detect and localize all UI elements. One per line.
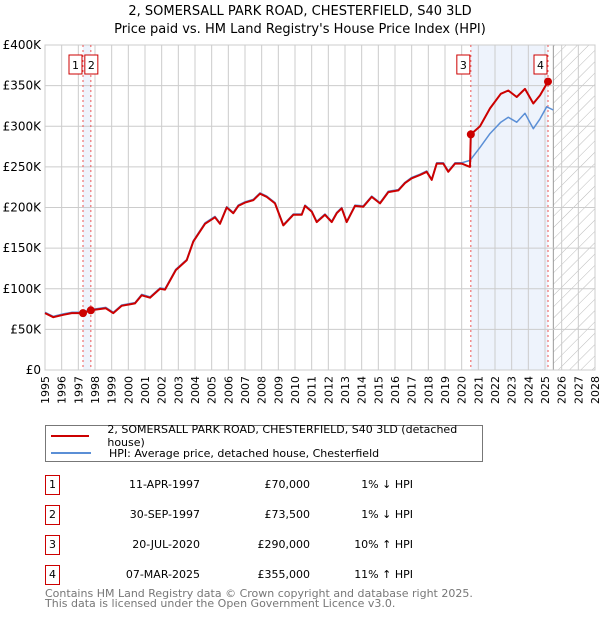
sale-number: 1 bbox=[45, 475, 60, 495]
y-tick-label: £350K bbox=[3, 79, 43, 93]
sale-marker-box-1 bbox=[68, 54, 83, 75]
x-tick-label: 2023 bbox=[506, 376, 519, 404]
plot-border bbox=[44, 44, 596, 371]
x-tick-label: 2014 bbox=[356, 376, 369, 404]
legend-swatch-blue bbox=[51, 452, 91, 454]
x-tick-label: 2026 bbox=[556, 376, 569, 404]
x-tick-label: 1995 bbox=[39, 376, 52, 404]
sale-row: 3 20-JUL-2020 £290,000 10% ↑ HPI bbox=[45, 535, 505, 555]
x-tick-label: 2019 bbox=[439, 376, 452, 404]
x-tick-label: 2017 bbox=[406, 376, 419, 404]
title-line-1: 2, SOMERSALL PARK ROAD, CHESTERFIELD, S4… bbox=[128, 4, 472, 19]
title-line-2: Price paid vs. HM Land Registry's House … bbox=[114, 22, 486, 37]
price-chart: 1 2 3 4 1995 1996 1997 1998 1999 2000 2001 2002 2003… bbox=[3, 38, 600, 404]
sale-point-4 bbox=[544, 77, 552, 86]
y-tick-label: £300K bbox=[3, 119, 43, 133]
sale-marker-label-2: 2 bbox=[88, 59, 95, 72]
x-tick-label: 2020 bbox=[456, 376, 469, 404]
chart-title: 2, SOMERSALL PARK ROAD, CHESTERFIELD, S4… bbox=[0, 3, 600, 39]
x-tick-label: 2012 bbox=[322, 376, 335, 404]
sale-hpi-diff: 10% ↑ HPI bbox=[354, 538, 413, 551]
x-tick-label: 2015 bbox=[372, 376, 385, 404]
sale-marker-box-4 bbox=[533, 54, 548, 75]
y-tick-label: £250K bbox=[3, 160, 43, 174]
x-tick-label: 2001 bbox=[139, 376, 152, 404]
x-tick-label: 2004 bbox=[189, 376, 202, 404]
y-tick-label: £400K bbox=[3, 38, 43, 52]
x-tick-label: 1996 bbox=[56, 376, 69, 404]
legend-label: HPI: Average price, detached house, Ches… bbox=[109, 446, 380, 460]
x-tick-label: 2006 bbox=[222, 376, 235, 404]
sale-hpi-diff: 1% ↓ HPI bbox=[361, 478, 413, 491]
legend-item-property: 2, SOMERSALL PARK ROAD, CHESTERFIELD, S4… bbox=[51, 423, 482, 449]
x-tick-label: 1998 bbox=[89, 376, 102, 404]
sale-date: 30-SEP-1997 bbox=[129, 508, 200, 521]
x-tick-label: 2024 bbox=[522, 376, 535, 404]
x-tick-label: 1999 bbox=[106, 376, 119, 404]
sale-hpi-diff: 11% ↑ HPI bbox=[354, 568, 413, 581]
y-tick-label: £200K bbox=[3, 201, 43, 215]
footer-line-2: This data is licensed under the Open Gov… bbox=[45, 597, 396, 610]
sale-hpi-diff: 1% ↓ HPI bbox=[361, 508, 413, 521]
sale-point-2 bbox=[86, 306, 95, 315]
x-tick-label: 2027 bbox=[572, 376, 585, 404]
sale-row: 1 11-APR-1997 £70,000 1% ↓ HPI bbox=[45, 475, 505, 495]
sale-date: 11-APR-1997 bbox=[128, 478, 200, 491]
sale-price: £290,000 bbox=[257, 538, 311, 551]
sale-marker-box-3 bbox=[456, 54, 471, 75]
price-paid-line bbox=[44, 81, 549, 319]
y-tick-label: £50K bbox=[10, 322, 42, 336]
sale-marker-box-2 bbox=[84, 54, 99, 75]
sale-marker-label-1: 1 bbox=[72, 59, 79, 72]
footer-line-1: Contains HM Land Registry data © Crown c… bbox=[45, 587, 473, 600]
sale-marker-label-4: 4 bbox=[537, 59, 544, 72]
sale-row: 4 07-MAR-2025 £355,000 11% ↑ HPI bbox=[45, 565, 505, 585]
legend: 2, SOMERSALL PARK ROAD, CHESTERFIELD, S4… bbox=[45, 423, 483, 462]
sale-point-3 bbox=[466, 130, 475, 139]
footer: Contains HM Land Registry data © Crown c… bbox=[45, 587, 473, 610]
y-tick-label: £100K bbox=[3, 282, 43, 296]
sale-point-1 bbox=[79, 309, 87, 318]
x-tick-label: 2011 bbox=[306, 376, 319, 404]
sale-price: £70,000 bbox=[264, 478, 311, 491]
x-tick-label: 2000 bbox=[122, 376, 135, 404]
sale-date: 07-MAR-2025 bbox=[125, 568, 200, 581]
x-tick-label: 2009 bbox=[272, 376, 285, 404]
x-tick-label: 2022 bbox=[489, 376, 502, 404]
sale-number: 2 bbox=[45, 505, 60, 525]
x-tick-label: 2021 bbox=[472, 376, 485, 404]
sale-number: 3 bbox=[45, 535, 60, 555]
x-tick-label: 2005 bbox=[206, 376, 219, 404]
y-tick-label: £150K bbox=[3, 241, 43, 255]
sale-number: 4 bbox=[45, 565, 60, 585]
x-tick-label: 2016 bbox=[389, 376, 402, 404]
x-tick-label: 2018 bbox=[422, 376, 435, 404]
sale-marker-label-3: 3 bbox=[460, 59, 467, 72]
x-tick-label: 2003 bbox=[172, 376, 185, 404]
x-tick-label: 2002 bbox=[156, 376, 169, 404]
legend-item-hpi: HPI: Average price, detached house, Ches… bbox=[51, 445, 379, 461]
x-tick-label: 2008 bbox=[256, 376, 269, 404]
x-tick-label: 2010 bbox=[289, 376, 302, 404]
y-tick-label: £0 bbox=[26, 363, 41, 377]
sale-price: £73,500 bbox=[264, 508, 311, 521]
x-tick-label: 2025 bbox=[539, 376, 552, 404]
legend-swatch-red bbox=[51, 435, 90, 437]
sale-price: £355,000 bbox=[257, 568, 311, 581]
x-tick-label: 2007 bbox=[239, 376, 252, 404]
x-tick-label: 2028 bbox=[589, 376, 600, 404]
sale-row: 2 30-SEP-1997 £73,500 1% ↓ HPI bbox=[45, 505, 505, 525]
x-tick-label: 2013 bbox=[339, 376, 352, 404]
sale-date: 20-JUL-2020 bbox=[132, 538, 200, 551]
legend-label: 2, SOMERSALL PARK ROAD, CHESTERFIELD, S4… bbox=[107, 423, 458, 449]
x-tick-label: 1997 bbox=[72, 376, 85, 404]
